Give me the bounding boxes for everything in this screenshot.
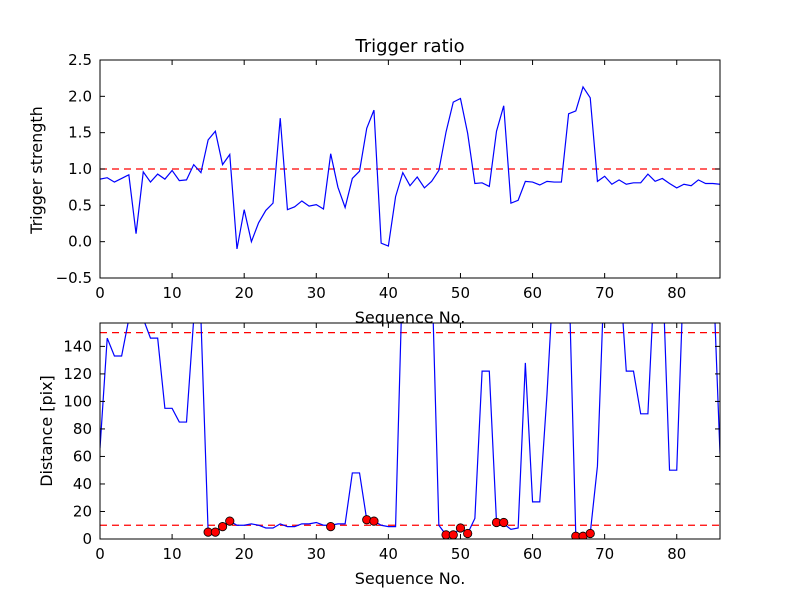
x-tick-label: 40 bbox=[379, 545, 398, 563]
data-point-marker bbox=[217, 522, 228, 532]
y-tick-label: 120 bbox=[63, 365, 92, 383]
x-tick-label: 20 bbox=[235, 284, 254, 302]
axis-ticks: 0 10 20 30 40 50 60 70 80 −0.5 0.0 0.5 1.0 1.5 2.0 2.5 bbox=[56, 51, 720, 302]
x-tick-label: 10 bbox=[163, 284, 182, 302]
x-tick-label: 10 bbox=[163, 545, 182, 563]
x-axis-label: Sequence No. bbox=[355, 569, 466, 588]
data-point-marker bbox=[326, 522, 336, 532]
x-tick-label: 50 bbox=[451, 284, 470, 302]
x-tick-label: 70 bbox=[595, 545, 614, 563]
y-tick-label: 60 bbox=[73, 447, 92, 465]
x-tick-label: 40 bbox=[379, 284, 398, 302]
x-tick-label: 60 bbox=[523, 545, 542, 563]
y-tick-label: 80 bbox=[73, 420, 92, 438]
y-tick-label: −0.5 bbox=[56, 269, 92, 287]
plot-frame bbox=[99, 322, 721, 540]
series-line bbox=[100, 323, 720, 537]
distance-panel: Distance [pix] Sequence No. 0 10 20 30 40 50 6… bbox=[37, 322, 721, 588]
y-axis-label: Distance [pix] bbox=[37, 375, 56, 487]
data-point-marker bbox=[448, 530, 458, 539]
x-tick-label: 50 bbox=[451, 545, 470, 563]
x-tick-label: 80 bbox=[667, 545, 686, 563]
plot-marks bbox=[100, 85, 720, 250]
y-tick-label: 20 bbox=[73, 502, 92, 520]
y-tick-label: 1.0 bbox=[68, 160, 92, 178]
data-point-marker bbox=[225, 516, 235, 526]
y-tick-label: 2.5 bbox=[68, 51, 92, 69]
x-tick-label: 70 bbox=[595, 284, 614, 302]
data-point-marker bbox=[369, 516, 379, 526]
data-point-marker bbox=[455, 523, 466, 533]
axis-ticks: 0 10 20 30 40 50 60 70 80 0 20 40 60 80 100 120 140 bbox=[63, 323, 720, 563]
y-axis-label: Trigger strength bbox=[27, 106, 46, 235]
y-tick-label: 0.0 bbox=[68, 233, 92, 251]
x-axis-label: Sequence No. bbox=[355, 308, 466, 327]
series-line bbox=[100, 85, 720, 250]
data-point-marker bbox=[463, 528, 473, 539]
y-tick-label: 40 bbox=[73, 475, 92, 493]
x-tick-label: 30 bbox=[307, 545, 326, 563]
x-tick-label: 30 bbox=[307, 284, 326, 302]
data-point-marker bbox=[499, 517, 509, 528]
data-point-marker bbox=[210, 527, 220, 537]
data-point-marker bbox=[585, 528, 595, 539]
x-tick-label: 20 bbox=[235, 545, 254, 563]
y-tick-label: 0 bbox=[82, 530, 92, 548]
chart-title: Trigger ratio bbox=[354, 36, 464, 57]
x-tick-label: 80 bbox=[667, 284, 686, 302]
x-tick-label: 0 bbox=[95, 284, 105, 302]
y-tick-label: 2.0 bbox=[68, 87, 92, 105]
y-tick-label: 1.5 bbox=[68, 124, 92, 142]
y-tick-label: 100 bbox=[63, 392, 92, 410]
trigger-ratio-panel: Trigger ratio Trigger strength Sequence … bbox=[27, 36, 721, 327]
x-tick-label: 60 bbox=[523, 284, 542, 302]
x-tick-label: 0 bbox=[95, 545, 105, 563]
y-tick-label: 140 bbox=[63, 337, 92, 355]
y-tick-label: 0.5 bbox=[68, 196, 92, 214]
plot-marks bbox=[100, 323, 720, 539]
